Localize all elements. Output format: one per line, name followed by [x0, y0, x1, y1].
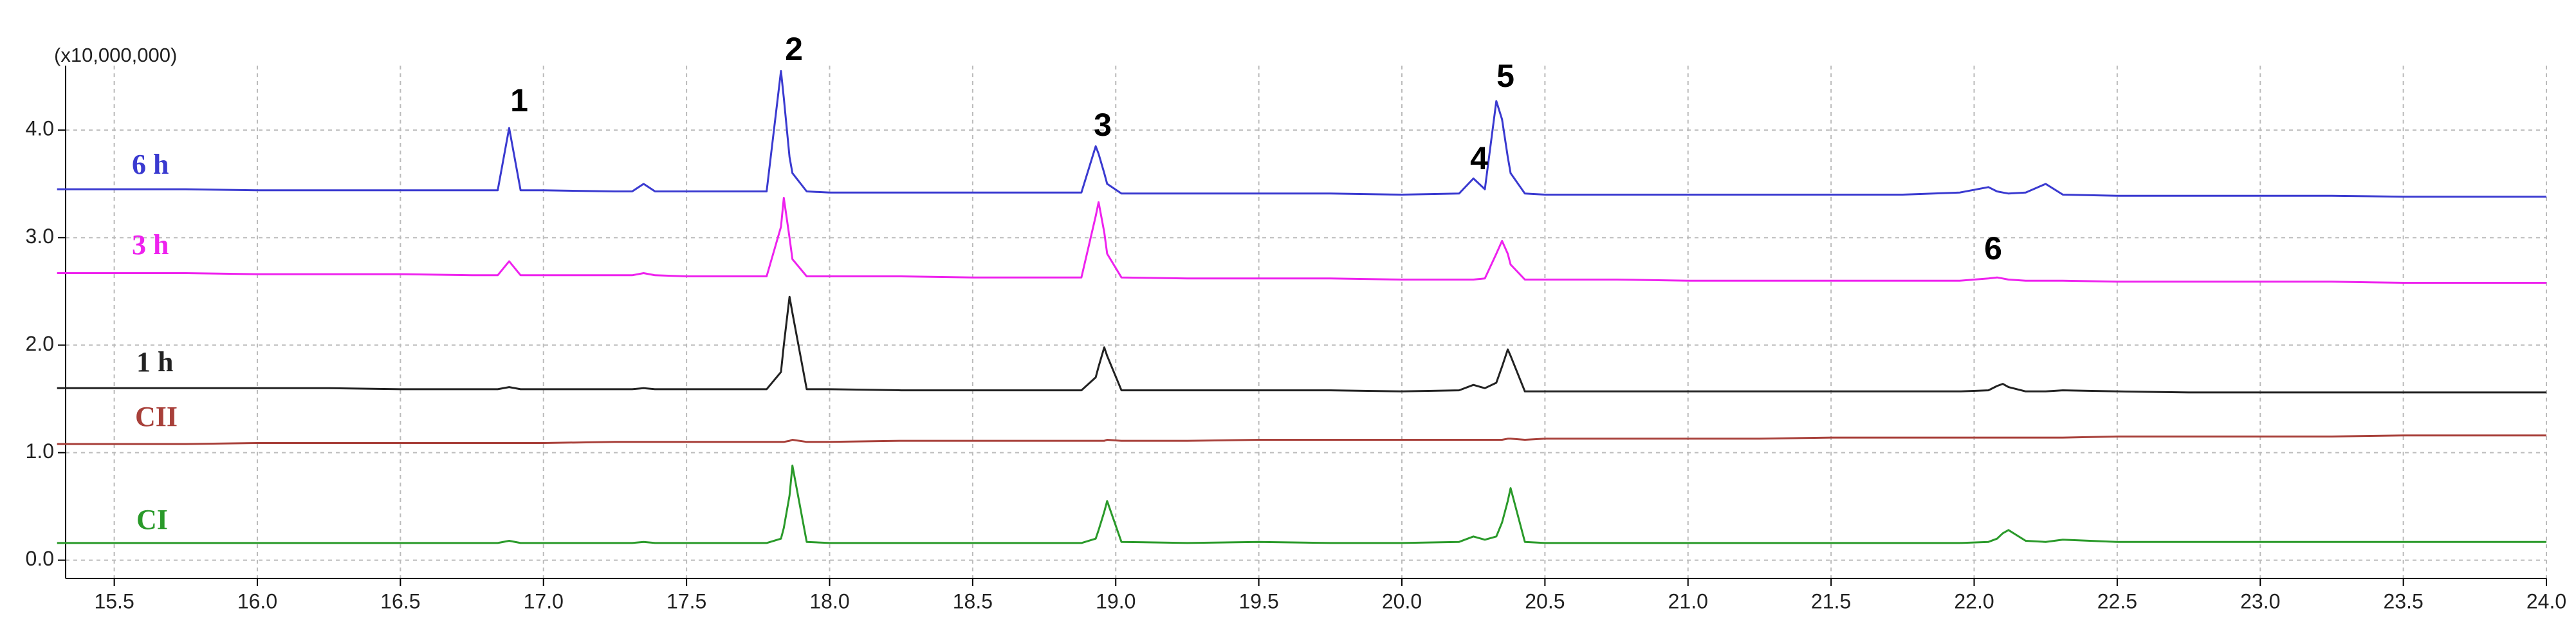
trace	[57, 465, 2546, 544]
x-tick-label: 21.5	[1811, 589, 1851, 613]
y-tick-label: 1.0	[26, 439, 54, 463]
x-tick-label: 23.5	[2383, 589, 2423, 613]
x-tick-label: 19.0	[1096, 589, 1136, 613]
x-tick-label: 24.0	[2526, 589, 2566, 613]
x-tick-label: 22.5	[2097, 589, 2137, 613]
x-tick-label: 16.0	[237, 589, 277, 613]
x-tick-label: 21.0	[1668, 589, 1708, 613]
x-tick-label: 20.0	[1382, 589, 1422, 613]
x-tick-label: 17.0	[524, 589, 564, 613]
series-label: 3 h	[132, 229, 169, 261]
y-tick-label: 2.0	[26, 332, 54, 355]
peak-label: 4	[1470, 140, 1488, 176]
peak-label: 2	[785, 31, 803, 67]
trace	[57, 197, 2546, 284]
x-tick-label: 18.0	[809, 589, 849, 613]
trace	[57, 69, 2546, 198]
series-label: CI	[136, 504, 168, 535]
x-tick-label: 16.5	[380, 589, 420, 613]
peak-label: 6	[1984, 230, 2002, 266]
x-tick-label: 20.5	[1525, 589, 1565, 613]
x-tick-label: 17.5	[667, 589, 706, 613]
y-tick-label: 4.0	[26, 117, 54, 140]
series-label: 6 h	[132, 149, 169, 180]
peak-label: 1	[510, 82, 528, 118]
x-tick-label: 15.5	[94, 589, 134, 613]
y-axis-label: (x10,000,000)	[54, 44, 177, 66]
x-tick-label: 23.0	[2240, 589, 2280, 613]
y-tick-label: 0.0	[26, 547, 54, 570]
x-tick-label: 19.5	[1238, 589, 1278, 613]
y-tick-label: 3.0	[26, 225, 54, 248]
trace	[57, 295, 2546, 394]
trace	[57, 434, 2546, 445]
peak-label: 3	[1094, 107, 1112, 143]
series-label: 1 h	[136, 346, 173, 378]
peak-label: 5	[1496, 58, 1514, 94]
x-tick-label: 22.0	[1954, 589, 1994, 613]
series-label: CII	[135, 401, 178, 432]
x-tick-label: 18.5	[953, 589, 993, 613]
